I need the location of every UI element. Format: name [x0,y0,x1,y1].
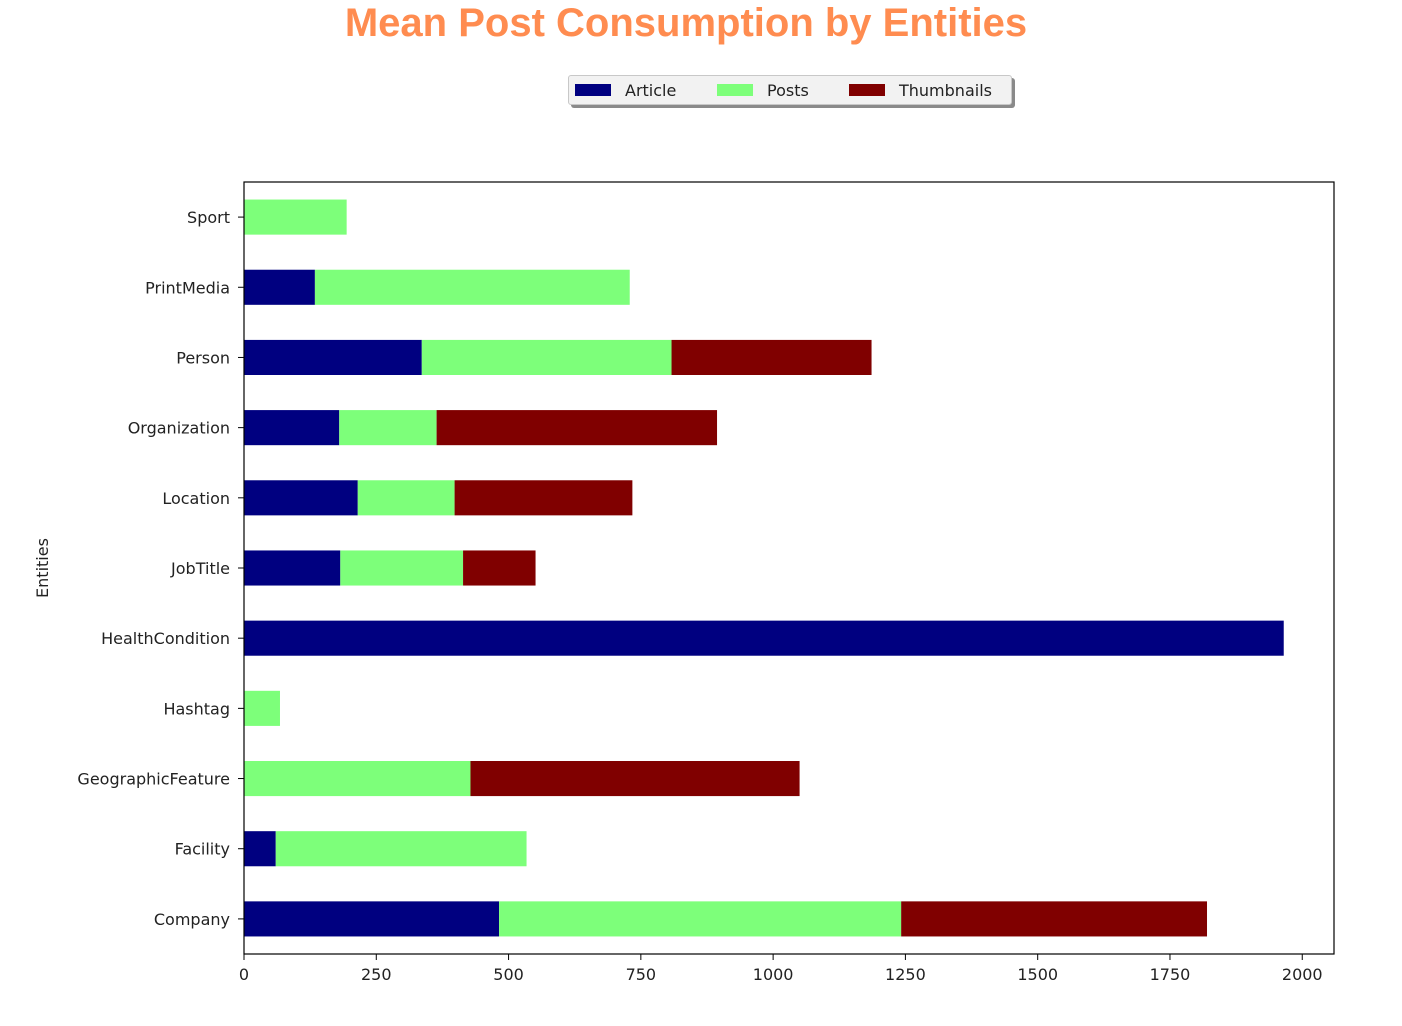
bar-article-jobtitle [244,550,341,586]
bar-thumbnails-jobtitle [463,550,536,586]
y-axis-label: Entities [33,538,52,598]
x-tick-label: 1250 [885,965,926,984]
x-tick-label: 1750 [1150,965,1191,984]
legend-label-article: Article [625,80,677,100]
bar-posts-company [499,901,902,937]
bar-article-printmedia [244,269,315,305]
bar-article-company [244,901,500,937]
legend-label-posts: Posts [767,80,809,100]
x-tick-label: 1500 [1017,965,1058,984]
y-tick-label: GeographicFeature [77,770,230,789]
bar-posts-person [421,339,672,375]
bar-posts-hashtag [244,690,280,726]
bar-thumbnails-geographicfeature [470,761,800,797]
bar-thumbnails-person [671,339,872,375]
legend-item-article: Article [575,76,676,104]
x-tick-label: 1000 [753,965,794,984]
bar-article-location [244,480,358,516]
bar-posts-printmedia [314,269,630,305]
legend-item-posts: Posts [717,76,809,104]
legend-swatch-thumbnails [849,84,885,96]
bar-posts-facility [275,831,527,867]
legend-item-thumbnails: Thumbnails [849,76,992,104]
bar-thumbnails-company [901,901,1208,937]
bar-article-facility [244,831,276,867]
x-tick-label: 2000 [1282,965,1323,984]
y-tick-label: Hashtag [163,699,230,718]
bar-posts-location [357,480,455,516]
y-tick-label: JobTitle [170,559,230,578]
y-tick-label: Location [162,489,230,508]
y-tick-label: PrintMedia [145,278,230,297]
bar-posts-sport [244,199,347,235]
bar-posts-organization [339,410,437,446]
chart-legend: Article Posts Thumbnails [568,75,1012,105]
y-tick-label: Person [176,348,230,367]
bar-posts-jobtitle [340,550,464,586]
bar-article-person [244,339,422,375]
bar-posts-geographicfeature [244,761,471,797]
x-tick-label: 500 [493,965,524,984]
x-tick-label: 250 [361,965,392,984]
x-tick-label: 0 [239,965,249,984]
bar-article-organization [244,410,340,446]
y-tick-label: Organization [128,419,230,438]
legend-swatch-posts [717,84,753,96]
y-tick-label: Facility [175,840,230,859]
y-tick-label: Company [154,910,230,929]
y-tick-label: Sport [187,208,230,227]
bar-article-healthcondition [244,620,1284,656]
bar-thumbnails-organization [436,410,718,446]
chart-title: Mean Post Consumption by Entities [344,1,1028,45]
legend-swatch-article [575,84,611,96]
legend-label-thumbnails: Thumbnails [899,80,992,100]
y-tick-label: HealthCondition [101,629,230,648]
x-tick-label: 750 [626,965,657,984]
bar-thumbnails-location [454,480,633,516]
